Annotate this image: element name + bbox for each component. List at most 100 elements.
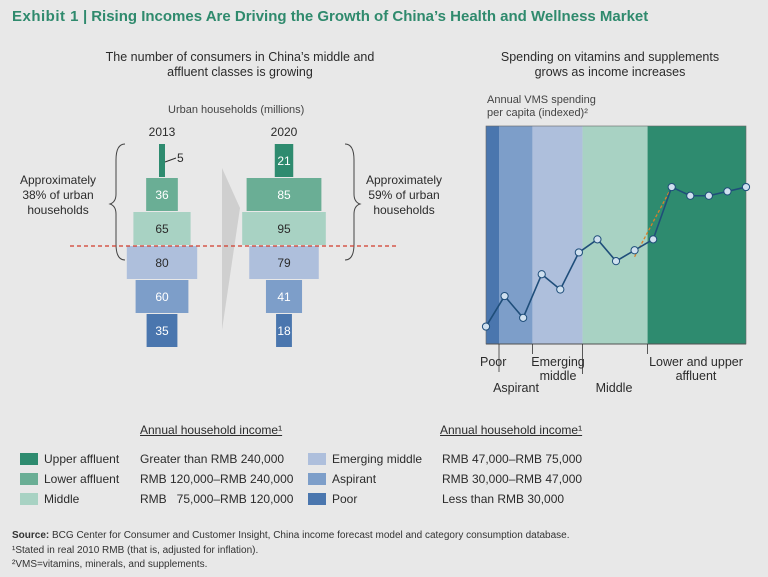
band-label-affluent-2: affluent	[676, 369, 717, 383]
note-2013-line3: households	[27, 203, 89, 217]
legend-name-aspirant: Aspirant	[332, 472, 377, 486]
bar-2013-poor	[146, 314, 178, 347]
data-point-7	[611, 257, 621, 266]
year-label-2020: 2020	[271, 125, 298, 139]
value-label-2013-2: 65	[155, 222, 169, 236]
legend-name-lower-affluent: Lower affluent	[44, 472, 120, 486]
data-point-13	[723, 187, 732, 196]
note-2013-line1: Approximately	[20, 173, 97, 187]
leader-2013	[164, 157, 177, 163]
legend-name-upper-affluent: Upper affluent	[44, 452, 120, 466]
data-point-12	[704, 191, 713, 200]
value-label-2013-3: 80	[155, 256, 169, 270]
bar-2020-emerging-middle	[249, 246, 319, 279]
footer-note2: ²VMS=vitamins, minerals, and supplements…	[12, 559, 208, 570]
legend-header-right: Annual household income¹	[440, 423, 583, 437]
band-label-aspirant: Aspirant	[493, 381, 539, 395]
legend-swatch-poor	[308, 493, 326, 505]
brace-2020	[344, 143, 362, 261]
value-label-2013-1: 36	[155, 188, 169, 202]
bar-2020-upper-affluent	[274, 144, 294, 177]
band-poor	[486, 126, 499, 344]
legend-header-left: Annual household income¹	[140, 423, 283, 437]
footer-source: Source: BCG Center for Consumer and Cust…	[12, 530, 570, 541]
footer-note1: ¹Stated in real 2010 RMB (that is, adjus…	[12, 545, 259, 556]
line-ylabel-line2: per capita (indexed)²	[487, 107, 588, 119]
right-subtitle-line2: grows as income increases	[534, 65, 686, 79]
source-label: Source:	[12, 530, 50, 541]
data-point-2	[519, 313, 528, 322]
band-label-emerging-middle: middle	[540, 369, 577, 383]
note-2013-line2: 38% of urban	[22, 188, 94, 202]
legend-income-aspirant: RMB 30,000–RMB 47,000	[442, 472, 583, 486]
bar-2013-upper-affluent	[159, 144, 165, 177]
data-point-9	[649, 235, 658, 244]
line-ylabel-line1: Annual VMS spending	[487, 94, 596, 106]
legend-name-emerging-middle: Emerging middle	[332, 452, 423, 466]
note-2020: Approximately 59% of urban households	[366, 173, 442, 218]
legend-income-upper-affluent: Greater than RMB 240,000	[140, 452, 285, 466]
legend-swatch-middle	[20, 493, 38, 505]
bar-2013-aspirant	[135, 280, 189, 313]
title-text: Rising Incomes Are Driving the Growth of…	[91, 8, 649, 25]
bar-2013-lower-affluent	[146, 178, 178, 211]
data-point-8	[630, 246, 639, 255]
band-emerging-middle	[532, 126, 583, 344]
legend-name-poor: Poor	[332, 492, 358, 506]
value-label-2013-0: 5	[177, 151, 184, 165]
bar-2020-lower-affluent	[246, 178, 322, 211]
source-text: BCG Center for Consumer and Customer Ins…	[49, 530, 570, 541]
band-aspirant	[499, 126, 533, 344]
value-label-2020-2: 95	[277, 222, 291, 236]
note-2020-line3: households	[373, 203, 435, 217]
value-label-2020-3: 79	[277, 256, 291, 270]
data-point-4	[556, 285, 565, 294]
legend-swatch-emerging-middle	[308, 453, 326, 465]
bar-2020-poor	[276, 314, 292, 347]
data-point-3	[537, 270, 546, 279]
value-label-2020-1: 85	[277, 188, 291, 202]
data-point-1	[500, 291, 509, 301]
right-subtitle-line1: Spending on vitamins and supplements	[500, 50, 720, 64]
right-subtitle: Spending on vitamins and supplements gro…	[470, 50, 750, 80]
left-subtitle: The number of consumers in China’s middl…	[80, 50, 400, 80]
band-label-poor: Poor	[480, 355, 506, 369]
band-middle	[582, 126, 648, 344]
brace-2013	[108, 143, 126, 261]
note-2020-line1: Approximately	[366, 173, 443, 187]
exhibit-title: Exhibit 1 | Rising Incomes Are Driving the…	[12, 8, 648, 25]
data-point-5	[574, 248, 583, 257]
legend-swatch-aspirant	[308, 473, 326, 485]
legend-income-emerging-middle: RMB 47,000–RMB 75,000	[442, 452, 583, 466]
left-subtitle-line2: affluent classes is growing	[167, 65, 313, 79]
data-point-0	[481, 322, 491, 331]
band-label-middle: Middle	[596, 381, 633, 395]
plot-frame	[485, 125, 747, 345]
value-label-2013-4: 60	[155, 290, 169, 304]
bar-2020-aspirant	[265, 280, 303, 313]
note-2013: Approximately 38% of urban households	[20, 173, 96, 218]
legend-swatch-lower-affluent	[20, 473, 38, 485]
value-label-2020-4: 41	[277, 290, 291, 304]
legend-income-middle: RMB 75,000–RMB 120,000	[140, 492, 294, 506]
bar-2013-emerging-middle	[126, 246, 198, 279]
exhibit-label: Exhibit 1	[12, 8, 80, 25]
note-2020-line2: 59% of urban	[368, 188, 440, 202]
data-point-14	[741, 182, 751, 192]
pyramid-axis-label: Urban households (millions)	[168, 104, 305, 116]
data-point-11	[686, 191, 695, 200]
growth-arrow	[222, 168, 240, 330]
band-label-affluent: Lower and upper	[649, 355, 743, 369]
value-label-2020-5: 18	[277, 324, 291, 338]
data-point-6	[593, 235, 602, 244]
band-label-emerging: Emerging	[531, 355, 585, 369]
legend-swatch-upper-affluent	[20, 453, 38, 465]
bar-2020-middle	[242, 212, 326, 245]
title-separator: |	[83, 8, 88, 25]
left-subtitle-line1: The number of consumers in China’s middl…	[105, 50, 375, 64]
data-point-10	[667, 182, 676, 192]
bar-2013-middle	[133, 212, 191, 245]
trend-line-0	[633, 186, 673, 258]
